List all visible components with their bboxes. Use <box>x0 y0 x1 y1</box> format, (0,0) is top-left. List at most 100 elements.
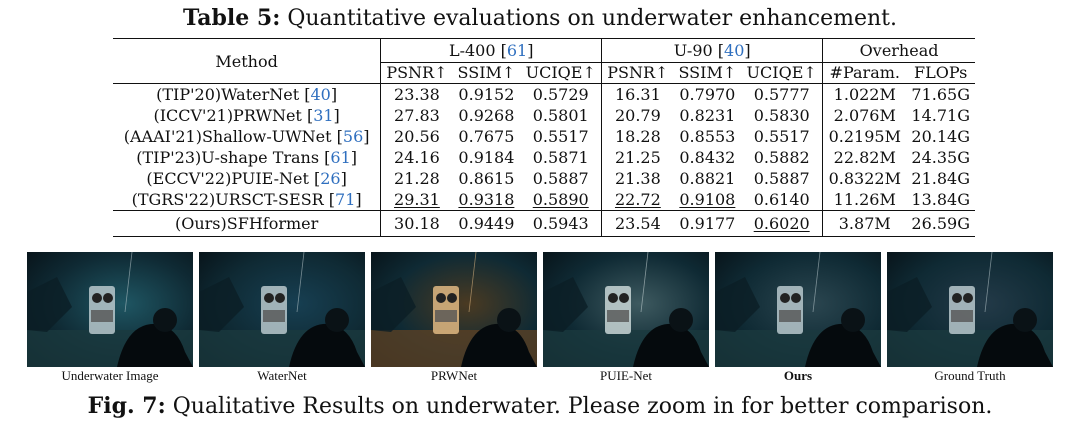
scene-illustration <box>371 252 537 367</box>
figure-caption: Fig. 7: Qualitative Results on underwate… <box>0 392 1080 421</box>
table-row: (TGRS'22)URSCT-SESR [71] 29.31 0.9318 0.… <box>113 189 975 211</box>
qualitative-image-strip <box>27 252 1053 367</box>
table-row: (ICCV'21)PRWNet [31] 27.83 0.9268 0.5801… <box>113 105 975 126</box>
value-cell: 0.9268 <box>458 106 515 125</box>
camera-housing <box>951 310 973 322</box>
value-cell: 22.72 <box>614 190 661 209</box>
result-image-prwnet <box>371 252 537 367</box>
citation-link[interactable]: 40 <box>310 85 331 104</box>
value-cell: 18.28 <box>614 127 661 146</box>
image-label: WaterNet <box>257 368 307 383</box>
camera-housing <box>779 310 801 322</box>
method-cell: (AAAI'21)Shallow-UWNet [56] <box>113 126 382 147</box>
value-cell: 0.2195M <box>828 127 901 146</box>
method-cell: (ICCV'21)PRWNet [31] <box>113 105 382 126</box>
value-cell: 0.8231 <box>679 106 736 125</box>
citation-link[interactable]: 61 <box>506 41 528 60</box>
table-row: (ECCV'22)PUIE-Net [26] 21.28 0.8615 0.58… <box>113 168 975 189</box>
image-label: PUIE-Net <box>600 368 652 383</box>
table-caption: Table 5: Quantitative evaluations on und… <box>0 4 1080 33</box>
value-cell: 0.9152 <box>458 85 515 104</box>
citation-link[interactable]: 71 <box>335 190 356 209</box>
value-cell: 0.9184 <box>458 148 515 167</box>
citation-link[interactable]: 40 <box>724 41 745 60</box>
rope-line <box>468 252 477 313</box>
metric-header: SSIM↑ <box>673 62 742 84</box>
value-cell: 0.8553 <box>679 127 736 146</box>
camera-housing <box>263 310 285 322</box>
citation-link[interactable]: 61 <box>330 148 351 167</box>
metric-header: FLOPs <box>906 62 975 84</box>
value-cell: 11.26M <box>833 190 896 209</box>
camera-lens <box>436 293 446 303</box>
value-cell: 21.38 <box>614 169 661 188</box>
citation-link[interactable]: 26 <box>320 169 341 188</box>
value-cell: 0.5887 <box>741 168 824 189</box>
value-cell: 22.82M <box>833 148 896 167</box>
results-table: Method L-400 [61] U-90 [40] Overhead PSN… <box>113 38 975 237</box>
citation-link[interactable]: 56 <box>342 127 364 146</box>
diver-head <box>153 308 177 332</box>
figure-caption-text: Qualitative Results on underwater. Pleas… <box>172 394 993 419</box>
value-cell: 0.5830 <box>741 105 824 126</box>
value-cell: 0.5517 <box>741 126 824 147</box>
value-cell: 0.5882 <box>741 147 824 168</box>
scene-illustration <box>887 252 1053 367</box>
metric-header: #Param. <box>822 62 907 84</box>
value-cell: 0.8322M <box>828 169 901 188</box>
value-cell: 0.8432 <box>679 148 736 167</box>
image-label: Ours <box>783 368 813 383</box>
method-cell: (TIP'20)WaterNet [40] <box>113 83 382 105</box>
value-cell: 21.84G <box>911 169 970 188</box>
rope-line <box>984 252 993 313</box>
table-caption-label: Table 5: <box>182 5 281 31</box>
value-cell: 0.9318 <box>458 190 515 209</box>
value-cell: 23.54 <box>601 210 674 237</box>
group-header-u90: U-90 [40] <box>601 38 824 63</box>
result-image-underwater <box>27 252 193 367</box>
value-cell: 16.31 <box>614 85 661 104</box>
diver-silhouette <box>289 323 365 367</box>
scene-illustration <box>715 252 881 367</box>
diver-head <box>841 308 865 332</box>
metric-header: UCIQE↑ <box>741 62 824 84</box>
value-cell: 23.38 <box>394 85 440 104</box>
rock-shape <box>199 277 244 332</box>
metric-header: SSIM↑ <box>452 62 521 84</box>
value-cell: 20.79 <box>614 106 661 125</box>
value-cell: 0.5517 <box>520 126 603 147</box>
result-image-puie-net <box>543 252 709 367</box>
value-cell: 2.076M <box>833 106 896 125</box>
table-metric-header-row: PSNR↑ SSIM↑ UCIQE↑ PSNR↑ SSIM↑ UCIQE↑ #P… <box>113 62 975 84</box>
value-cell: 21.25 <box>614 148 661 167</box>
metric-header: PSNR↑ <box>380 62 453 84</box>
rope-line <box>124 252 133 313</box>
figure-caption-label: Fig. 7: <box>87 393 166 419</box>
image-labels: Underwater Image WaterNet PRWNet PUIE-Ne… <box>27 368 1053 384</box>
camera-housing <box>607 310 629 322</box>
table-row: (TIP'20)WaterNet [40] 23.38 0.9152 0.572… <box>113 83 975 105</box>
diver-silhouette <box>805 323 881 367</box>
value-cell: 0.9177 <box>673 210 742 237</box>
metric-header: UCIQE↑ <box>520 62 603 84</box>
value-cell: 0.9449 <box>452 210 521 237</box>
value-cell: 0.8615 <box>458 169 515 188</box>
value-cell: 3.87M <box>822 210 907 237</box>
image-label: PRWNet <box>430 368 478 383</box>
diver-silhouette <box>977 323 1053 367</box>
value-cell: 0.6020 <box>741 210 824 237</box>
value-cell: 24.16 <box>394 148 440 167</box>
method-header: Method <box>113 38 382 84</box>
value-cell: 20.14G <box>911 127 970 146</box>
diver-head <box>497 308 521 332</box>
metric-header: PSNR↑ <box>601 62 674 84</box>
method-cell: (TIP'23)U-shape Trans [61] <box>113 147 382 168</box>
rock-shape <box>887 277 932 332</box>
value-cell: 0.5887 <box>520 168 603 189</box>
camera-lens <box>92 293 102 303</box>
citation-link[interactable]: 31 <box>313 106 334 125</box>
rope-line <box>812 252 821 313</box>
value-cell: 1.022M <box>833 85 896 104</box>
value-cell: 14.71G <box>911 106 970 125</box>
value-cell: 0.5777 <box>741 83 824 105</box>
